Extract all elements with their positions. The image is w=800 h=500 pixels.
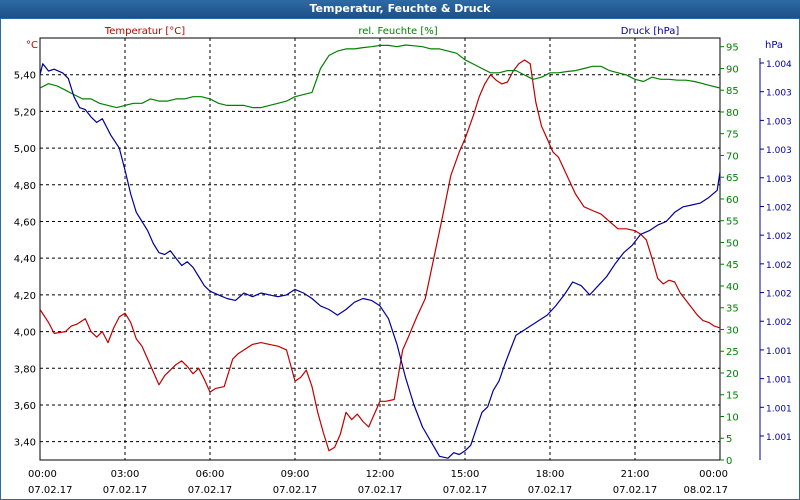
humidity-tick-label: 60 — [726, 195, 739, 206]
x-tick-time: 00:00 — [28, 469, 57, 480]
humidity-axis-title: rel. Feuchte [%] — [358, 26, 437, 37]
humidity-tick-label: 40 — [726, 282, 739, 293]
temperature-series-line — [39, 59, 721, 452]
x-tick-date: 07.02.17 — [188, 485, 233, 496]
humidity-tick-label: 35 — [726, 304, 739, 315]
temperature-tick-label: 4,20 — [14, 291, 36, 302]
pressure-tick-label: 1.001 — [766, 404, 792, 414]
humidity-tick-label: 45 — [726, 260, 739, 271]
x-tick-date: 07.02.17 — [358, 485, 403, 496]
humidity-tick-label: 10 — [726, 412, 739, 423]
humidity-tick-label: 85 — [726, 86, 739, 97]
x-tick-date: 07.02.17 — [273, 485, 318, 496]
temperature-tick-label: 4,00 — [14, 328, 36, 339]
temperature-tick-label: 5,00 — [14, 144, 36, 155]
temperature-unit: °C — [26, 40, 38, 51]
x-tick-date: 08.02.17 — [683, 485, 728, 496]
humidity-tick-label: 90 — [726, 64, 739, 75]
pressure-tick-label: 1.003 — [766, 175, 792, 185]
humidity-tick-label: 0 — [726, 456, 732, 467]
x-tick-date: 07.02.17 — [103, 485, 148, 496]
temperature-tick-label: 3,80 — [14, 364, 36, 375]
pressure-series-line — [39, 63, 721, 459]
pressure-tick-label: 1.002 — [766, 232, 792, 242]
pressure-tick-label: 1.003 — [766, 89, 792, 99]
pressure-tick-label: 1.001 — [766, 376, 792, 386]
x-tick-time: 00:00 — [699, 469, 728, 480]
x-tick-date: 07.02.17 — [528, 485, 573, 496]
pressure-tick-label: 1.002 — [766, 318, 792, 328]
temperature-axis-title: Temperatur [°C] — [104, 26, 185, 37]
x-tick-time: 12:00 — [366, 469, 395, 480]
pressure-unit: hPa — [765, 40, 783, 51]
pressure-tick-label: 1.001 — [766, 433, 792, 443]
humidity-tick-label: 50 — [726, 238, 739, 249]
pressure-tick-label: 1.004 — [766, 60, 792, 70]
x-tick-date: 07.02.17 — [613, 485, 658, 496]
temperature-tick-label: 4,60 — [14, 217, 36, 228]
pressure-tick-label: 1.002 — [766, 290, 792, 300]
grid — [39, 37, 721, 461]
temperature-tick-label: 3,60 — [14, 401, 36, 412]
pressure-tick-label: 1.003 — [766, 117, 792, 127]
humidity-tick-label: 25 — [726, 347, 739, 358]
humidity-tick-label: 95 — [726, 43, 739, 54]
temperature-tick-label: 3,40 — [14, 438, 36, 449]
x-tick-time: 21:00 — [621, 469, 650, 480]
humidity-series-line — [39, 44, 721, 109]
humidity-tick-label: 70 — [726, 151, 739, 162]
pressure-tick-label: 1.002 — [766, 261, 792, 271]
humidity-tick-label: 65 — [726, 173, 739, 184]
weather-chart: 5,40 5,20 5,00 4,80 4,60 4,40 4,20 4,00 3,80 3,60… — [14, 26, 792, 496]
humidity-tick-label: 55 — [726, 217, 739, 228]
temperature-tick-label: 5,20 — [14, 107, 36, 118]
x-tick-time: 06:00 — [196, 469, 225, 480]
pressure-tick-label: 1.001 — [766, 347, 792, 357]
humidity-tick-label: 5 — [726, 434, 732, 445]
x-tick-date: 07.02.17 — [28, 485, 73, 496]
x-tick-date: 07.02.17 — [443, 485, 488, 496]
x-tick-time: 09:00 — [281, 469, 310, 480]
humidity-tick-label: 75 — [726, 130, 739, 141]
x-tick-time: 18:00 — [536, 469, 565, 480]
humidity-tick-label: 20 — [726, 369, 739, 380]
temperature-tick-label: 5,40 — [14, 71, 36, 82]
window-title: Temperatur, Feuchte & Druck — [0, 0, 800, 18]
pressure-tick-label: 1.003 — [766, 146, 792, 156]
humidity-tick-label: 80 — [726, 108, 739, 119]
pressure-axis-title: Druck [hPa] — [621, 26, 680, 37]
axes: 5,40 5,20 5,00 4,80 4,60 4,40 4,20 4,00 3,80 3,60… — [14, 26, 792, 496]
temperature-tick-label: 4,40 — [14, 254, 36, 265]
pressure-tick-label: 1.002 — [766, 203, 792, 213]
x-tick-time: 03:00 — [111, 469, 140, 480]
humidity-tick-label: 30 — [726, 325, 739, 336]
series-group — [39, 44, 721, 459]
humidity-tick-label: 15 — [726, 391, 739, 402]
x-tick-time: 15:00 — [451, 469, 480, 480]
temperature-tick-label: 4,80 — [14, 181, 36, 192]
